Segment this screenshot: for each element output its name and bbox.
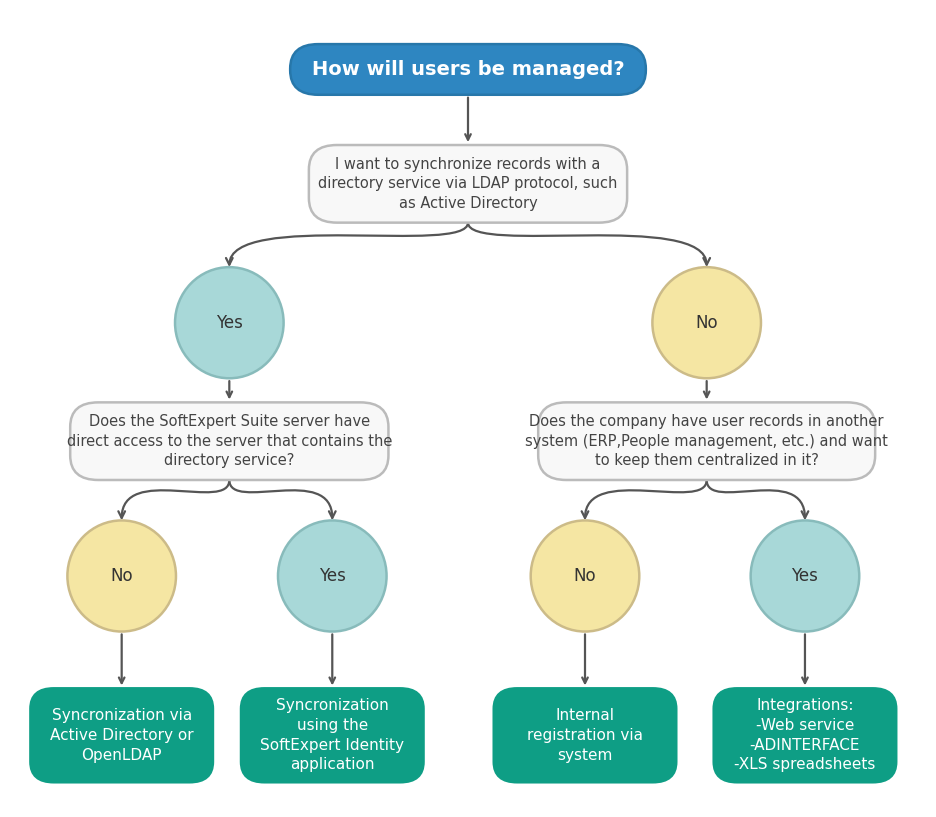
Text: Does the company have user records in another
system (ERP,People management, etc: Does the company have user records in an… bbox=[525, 414, 888, 468]
FancyArrowPatch shape bbox=[707, 480, 809, 518]
Text: No: No bbox=[574, 567, 596, 585]
Text: Does the SoftExpert Suite server have
direct access to the server that contains : Does the SoftExpert Suite server have di… bbox=[66, 414, 392, 468]
Ellipse shape bbox=[278, 520, 387, 632]
FancyBboxPatch shape bbox=[538, 402, 875, 480]
Ellipse shape bbox=[67, 520, 176, 632]
FancyArrowPatch shape bbox=[468, 222, 710, 265]
FancyBboxPatch shape bbox=[31, 688, 213, 783]
Text: Yes: Yes bbox=[792, 567, 818, 585]
Ellipse shape bbox=[175, 267, 284, 378]
FancyArrowPatch shape bbox=[118, 480, 229, 518]
Text: Yes: Yes bbox=[319, 567, 345, 585]
FancyBboxPatch shape bbox=[70, 402, 388, 480]
Text: No: No bbox=[110, 567, 133, 585]
Text: How will users be managed?: How will users be managed? bbox=[312, 60, 624, 79]
Ellipse shape bbox=[652, 267, 761, 378]
FancyBboxPatch shape bbox=[494, 688, 676, 783]
Text: Syncronization via
Active Directory or
OpenLDAP: Syncronization via Active Directory or O… bbox=[50, 708, 194, 762]
FancyBboxPatch shape bbox=[309, 145, 627, 222]
Text: Syncronization
using the
SoftExpert Identity
application: Syncronization using the SoftExpert Iden… bbox=[260, 698, 404, 773]
FancyBboxPatch shape bbox=[713, 688, 897, 783]
Text: No: No bbox=[695, 314, 718, 332]
Ellipse shape bbox=[531, 520, 639, 632]
FancyArrowPatch shape bbox=[581, 480, 707, 518]
Text: Internal
registration via
system: Internal registration via system bbox=[527, 708, 643, 762]
Ellipse shape bbox=[751, 520, 859, 632]
FancyArrowPatch shape bbox=[226, 222, 468, 265]
Text: Yes: Yes bbox=[216, 314, 242, 332]
Text: I want to synchronize records with a
directory service via LDAP protocol, such
a: I want to synchronize records with a dir… bbox=[318, 157, 618, 211]
FancyBboxPatch shape bbox=[290, 44, 646, 95]
FancyArrowPatch shape bbox=[229, 480, 336, 518]
Text: Integrations:
-Web service
-ADINTERFACE
-XLS spreadsheets: Integrations: -Web service -ADINTERFACE … bbox=[734, 698, 876, 773]
FancyBboxPatch shape bbox=[241, 688, 423, 783]
